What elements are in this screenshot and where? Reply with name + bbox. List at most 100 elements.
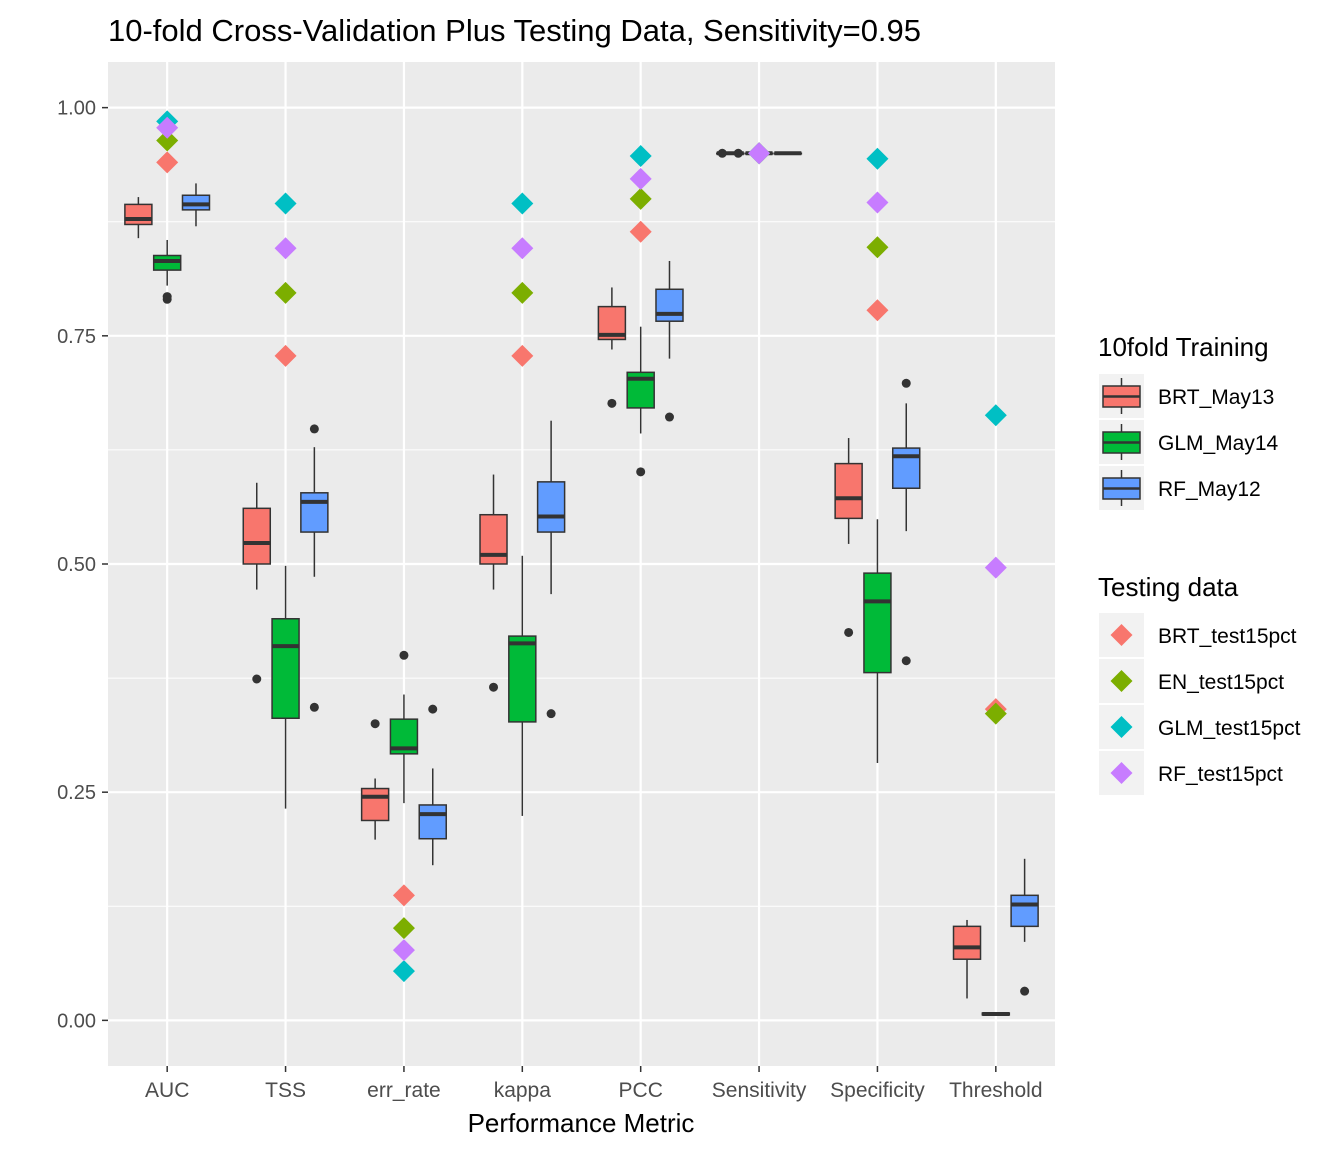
box-BRT_May13-Sensitivity — [716, 148, 745, 158]
box-RF_May12-Threshold — [1010, 858, 1039, 996]
box-RF_May12-AUC — [181, 183, 211, 227]
test-point-RF_test15pct-Threshold — [984, 556, 1007, 579]
x-tick-label: PCC — [619, 1079, 663, 1102]
box-GLM_May14-Specificity — [863, 519, 892, 763]
box-body — [952, 925, 982, 960]
test-point-BRT_test15pct-err_rate — [392, 884, 415, 907]
legend-label: BRT_test15pct — [1158, 625, 1297, 648]
box-BRT_May13-AUC — [124, 197, 153, 239]
box-body — [271, 618, 300, 720]
legend-diamond-swatch — [1110, 762, 1133, 784]
legend-diamond-swatch — [1110, 670, 1133, 692]
box-body — [863, 572, 892, 674]
box-BRT_May13-err_rate — [360, 719, 390, 840]
boxplots — [124, 148, 1039, 1016]
box-GLM_May14-AUC — [152, 239, 182, 304]
box-RF_May12-kappa — [536, 420, 566, 719]
box-body — [891, 447, 921, 489]
box-GLM_May14-TSS — [271, 565, 300, 809]
test-point-EN_test15pct-AUC — [156, 129, 179, 152]
test-points — [156, 110, 1007, 983]
box-BRT_May13-Threshold — [952, 919, 982, 999]
box-RF_May12-TSS — [300, 424, 329, 712]
legend-label: GLM_test15pct — [1158, 717, 1301, 740]
box-GLM_May14-kappa — [508, 555, 537, 816]
y-tick-label: 0.50 — [57, 554, 96, 576]
x-tick-label: Specificity — [830, 1079, 925, 1102]
outlier-point — [309, 424, 319, 434]
legend-item-GLM_test15pct: GLM_test15pct — [1099, 705, 1301, 749]
box-body — [418, 804, 447, 840]
chart-title: 10-fold Cross-Validation Plus Testing Da… — [108, 13, 921, 48]
outlier-point — [309, 702, 319, 712]
box-RF_May12-PCC — [655, 260, 684, 422]
box-body — [242, 507, 272, 565]
box-RF_May12-err_rate — [418, 704, 447, 866]
box-BRT_May13-TSS — [242, 482, 272, 684]
box-GLM_May14-PCC — [626, 326, 655, 477]
box-body — [124, 203, 153, 226]
legend-label: RF_May12 — [1158, 478, 1261, 501]
box-body — [1010, 894, 1039, 928]
x-tick-label: AUC — [145, 1079, 189, 1102]
outlier-point — [489, 682, 499, 692]
x-tick-label: Threshold — [949, 1079, 1042, 1102]
box-body — [655, 288, 684, 322]
legend-diamond-swatch — [1110, 624, 1133, 646]
test-point-EN_test15pct-kappa — [511, 281, 534, 304]
legend-item-BRT_May13: BRT_May13 — [1099, 374, 1274, 418]
test-point-EN_test15pct-Threshold — [984, 702, 1007, 725]
outlier-point — [636, 467, 646, 477]
test-point-RF_test15pct-kappa — [511, 237, 534, 260]
legend-item-GLM_May14: GLM_May14 — [1099, 420, 1279, 464]
x-tick-label: err_rate — [367, 1079, 441, 1102]
outlier-point — [717, 148, 727, 158]
legend-label: GLM_May14 — [1158, 432, 1279, 455]
box-body — [360, 787, 390, 822]
outlier-point — [607, 398, 617, 408]
x-tick-label: TSS — [265, 1079, 306, 1102]
box-RF_May12-Specificity — [891, 378, 921, 666]
grid-lines — [108, 62, 1055, 1066]
box-RF_May12-Sensitivity — [773, 151, 803, 156]
box-BRT_May13-Specificity — [834, 438, 863, 637]
outlier-point — [428, 704, 438, 714]
test-point-GLM_test15pct-kappa — [511, 192, 534, 215]
legend-title: 10fold Training — [1098, 332, 1269, 362]
test-point-BRT_test15pct-TSS — [274, 344, 297, 367]
y-tick-label: 0.25 — [57, 782, 96, 804]
box-GLM_May14-Threshold — [981, 1011, 1011, 1016]
y-tick-label: 0.75 — [57, 326, 96, 348]
legends: 10fold Training BRT_May13 GLM_May14 RF_May1… — [1098, 332, 1301, 795]
legend-title: Testing data — [1098, 572, 1239, 602]
box-GLM_May14-err_rate — [389, 650, 419, 804]
outlier-point — [252, 674, 262, 684]
outlier-point — [370, 719, 380, 729]
box-body — [834, 462, 863, 520]
axes: 0.00 0.25 0.50 0.75 1.00 AUC TSS err_rate kappa P… — [57, 98, 1042, 1102]
x-tick-label: kappa — [494, 1079, 552, 1102]
test-point-RF_test15pct-TSS — [274, 237, 297, 260]
outlier-point — [901, 656, 911, 666]
legend-label: RF_test15pct — [1158, 763, 1283, 786]
test-point-EN_test15pct-PCC — [629, 187, 652, 210]
outlier-point — [162, 292, 172, 302]
test-point-RF_test15pct-Sensitivity — [748, 142, 771, 165]
test-point-EN_test15pct-TSS — [274, 281, 297, 304]
test-point-RF_test15pct-Specificity — [866, 191, 889, 214]
test-point-RF_test15pct-err_rate — [392, 939, 415, 962]
outlier-point — [664, 412, 674, 422]
outlier-point — [546, 709, 556, 719]
legend-item-RF_May12: RF_May12 — [1099, 466, 1261, 510]
box-body — [300, 492, 329, 533]
test-point-BRT_test15pct-PCC — [629, 220, 652, 243]
box-body — [508, 635, 537, 723]
box-BRT_May13-PCC — [597, 287, 627, 408]
legend-diamond-swatch — [1110, 716, 1133, 738]
y-tick-label: 1.00 — [57, 98, 96, 120]
test-point-RF_test15pct-PCC — [629, 167, 652, 190]
outlier-point — [1020, 986, 1030, 996]
test-point-BRT_test15pct-kappa — [511, 344, 534, 367]
